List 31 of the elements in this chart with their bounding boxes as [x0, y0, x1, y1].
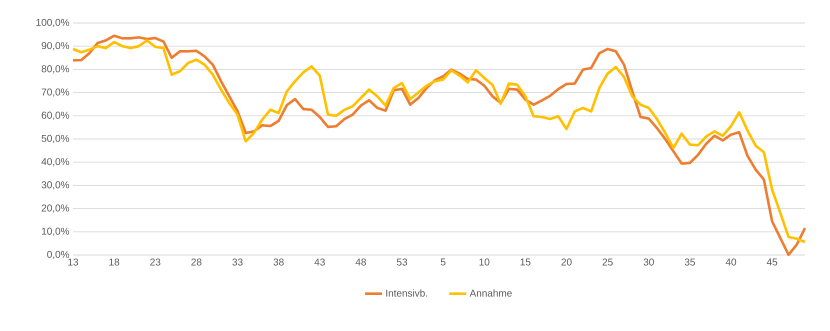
- x-tick-label: 53: [396, 258, 408, 266]
- legend-label: Annahme: [470, 289, 512, 297]
- x-tick-label: 30: [644, 258, 654, 266]
- x-tick-label: 45: [766, 258, 778, 266]
- y-tick-label: 90,0%: [42, 42, 70, 50]
- y-tick-label: 30,0%: [42, 181, 70, 190]
- y-tick-label: 20,0%: [42, 204, 70, 213]
- y-tick-label: 100,0%: [36, 18, 70, 28]
- x-tick-label: 13: [68, 258, 78, 266]
- y-tick-label: 50,0%: [42, 134, 70, 144]
- y-tick-label: 80,0%: [42, 65, 70, 74]
- x-tick-label: 43: [314, 258, 325, 266]
- y-tick-label: 10,0%: [42, 228, 70, 236]
- x-tick-label: 25: [602, 258, 613, 266]
- x-tick-label: 35: [684, 258, 695, 266]
- x-tick-label: 18: [109, 258, 120, 266]
- x-tick-label: 15: [520, 258, 530, 266]
- y-tick-label: 0,0%: [47, 250, 70, 260]
- y-tick-label: 60,0%: [42, 112, 70, 120]
- y-tick-label: 70,0%: [42, 88, 70, 97]
- x-tick-label: 33: [232, 258, 243, 266]
- y-tick-label: 40,0%: [41, 158, 70, 166]
- x-tick-label: 48: [356, 258, 366, 266]
- x-tick-label: 28: [191, 258, 202, 266]
- x-tick-label: 5: [440, 258, 446, 266]
- x-tick-label: 23: [150, 258, 160, 266]
- x-tick-label: 10: [479, 258, 490, 266]
- x-tick-label: 20: [561, 258, 572, 266]
- x-tick-label: 38: [273, 258, 284, 266]
- x-tick-label: 40: [726, 258, 736, 266]
- legend-label: Intensivb.: [386, 289, 428, 297]
